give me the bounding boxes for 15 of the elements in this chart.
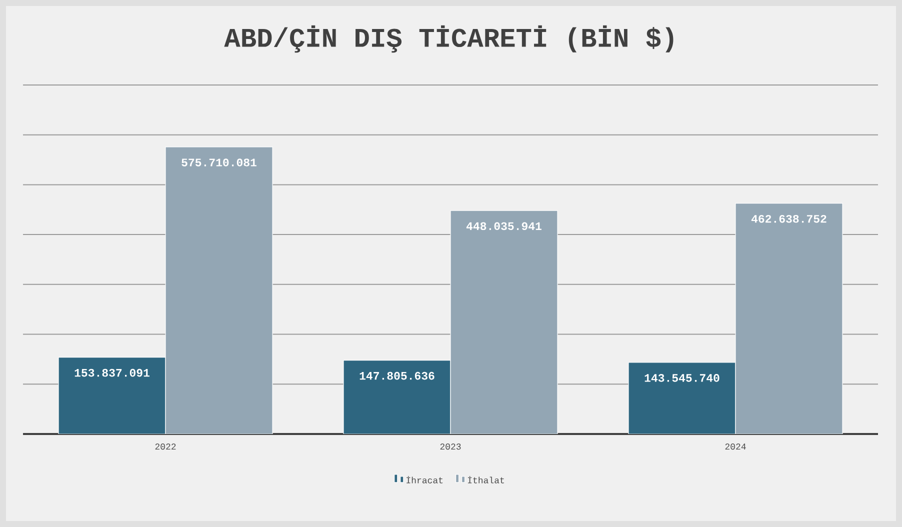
data-label: 153.837.091 xyxy=(74,368,150,377)
bar xyxy=(628,362,736,434)
bar xyxy=(343,360,451,434)
data-label: 462.638.752 xyxy=(751,214,826,223)
legend-label: İthalat xyxy=(468,476,504,484)
data-label: 143.545.740 xyxy=(644,374,720,382)
data-label: 147.805.636 xyxy=(360,372,434,380)
legend-label: İhracat xyxy=(406,476,443,484)
chart-title: ABD/ÇİN DIŞ TİCARETİ (BİN $) xyxy=(224,25,674,53)
data-label: 448.035.941 xyxy=(466,222,542,230)
x-tick-label: 2024 xyxy=(725,444,746,450)
x-tick-label: 2023 xyxy=(440,444,461,450)
bar xyxy=(58,356,166,434)
x-tick-label: 2022 xyxy=(155,444,176,450)
data-label: 575.710.081 xyxy=(182,158,256,166)
